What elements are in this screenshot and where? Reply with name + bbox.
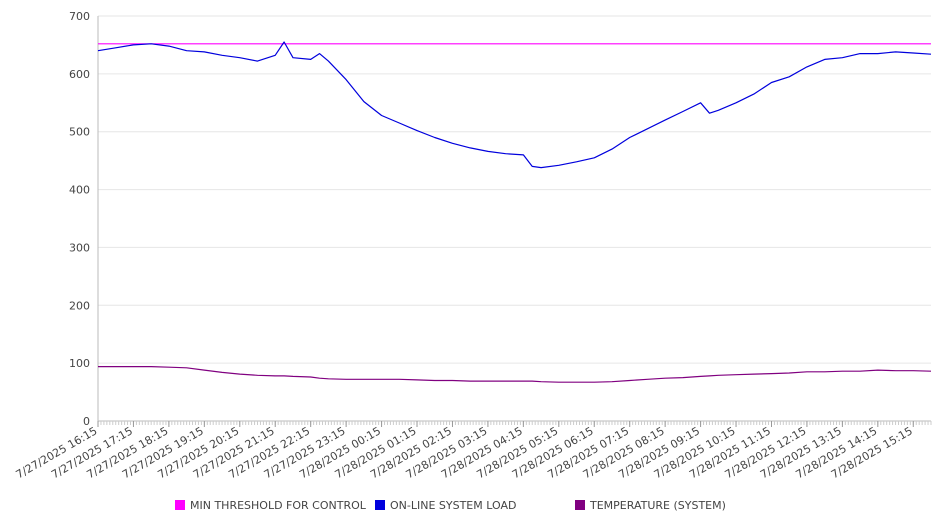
series-line <box>97 41 932 169</box>
y-tick-label: 600 <box>69 68 90 81</box>
legend-swatch <box>375 500 385 510</box>
y-tick-label: 500 <box>69 126 90 139</box>
gridlines <box>98 15 931 364</box>
y-tick-label: 200 <box>69 299 90 312</box>
legend-label: ON-LINE SYSTEM LOAD <box>390 499 516 512</box>
legend-label: TEMPERATURE (SYSTEM) <box>589 499 726 512</box>
legend-swatch <box>175 500 185 510</box>
y-tick-label: 100 <box>69 357 90 370</box>
series-line <box>98 366 932 383</box>
series-lines <box>97 41 932 383</box>
legend-label: MIN THRESHOLD FOR CONTROL <box>190 499 367 512</box>
y-tick-label: 0 <box>83 415 90 428</box>
y-tick-label: 700 <box>69 10 90 23</box>
legend: MIN THRESHOLD FOR CONTROL ON-LINE SYSTEM … <box>175 499 726 512</box>
legend-swatch <box>575 500 585 510</box>
y-tick-label: 300 <box>69 241 90 254</box>
y-tick-label: 400 <box>69 184 90 197</box>
